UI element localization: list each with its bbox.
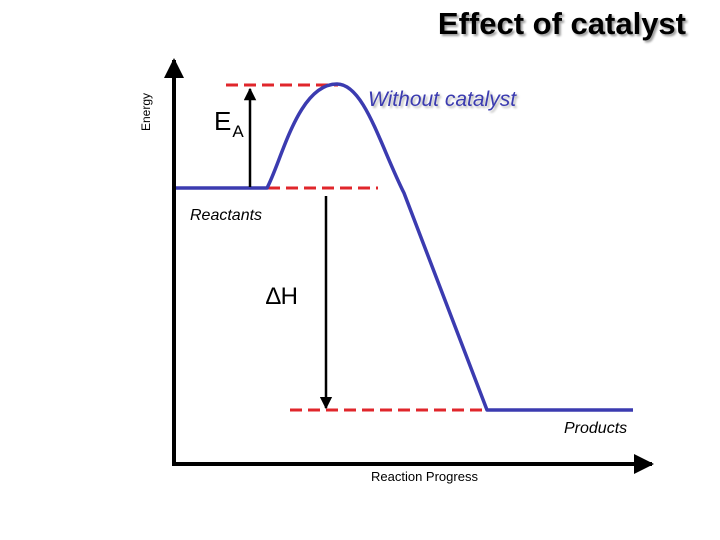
- without-catalyst-label: Without catalyst: [368, 88, 517, 111]
- reaction-curve: [176, 82, 633, 412]
- reactants-label: Reactants: [190, 207, 263, 224]
- enthalpy-label: ∆H: [266, 283, 299, 310]
- x-axis-label: Reaction Progress: [371, 469, 478, 484]
- activation-energy-label: EA: [214, 106, 244, 141]
- diagram-title: Effect of catalyst: [437, 6, 686, 41]
- products-label: Products: [564, 420, 628, 437]
- ea-subscript: A: [232, 122, 244, 141]
- ea-main: E: [214, 106, 232, 136]
